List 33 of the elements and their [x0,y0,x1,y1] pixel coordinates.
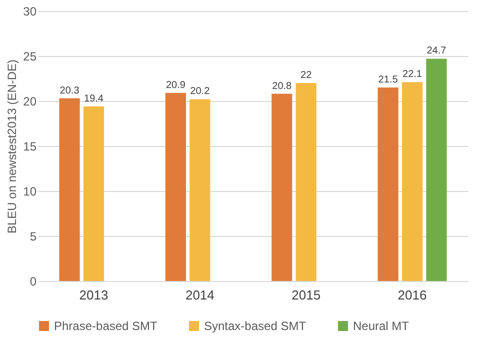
data-label: 20.9 [166,80,186,91]
x-tick-label: 2016 [398,288,427,302]
bar [59,98,80,281]
data-label: 20.8 [272,80,292,92]
y-axis-title: BLEU on newstest2013 (EN-DE) [5,59,20,234]
data-label: 21.5 [378,74,398,86]
legend-label: Syntax-based SMT [204,319,307,333]
y-tick-label: 30 [23,4,37,18]
bar [402,82,423,281]
data-label: 22 [300,70,312,81]
y-tick-label: 20 [23,94,37,108]
data-label: 24.7 [426,46,447,57]
bar [190,99,210,281]
data-label: 19.4 [84,93,104,104]
bar [426,58,447,281]
bar [296,83,316,281]
x-tick-label: 2013 [79,288,108,302]
data-label: 20.2 [190,86,210,98]
legend-label: Phrase-based SMT [54,319,158,333]
data-label: 20.3 [60,85,80,96]
bar [83,106,104,281]
x-tick-label: 2014 [185,288,214,302]
y-tick-label: 5 [30,230,37,244]
bar [378,88,398,281]
y-tick-label: 10 [23,184,37,198]
bar [272,94,292,281]
y-tick-label: 0 [30,274,37,288]
bar [165,92,186,281]
legend-label: Neural MT [353,319,410,333]
x-tick-label: 2015 [292,288,321,302]
data-label: 22.1 [402,69,422,80]
y-tick-label: 15 [23,140,37,154]
y-tick-label: 25 [23,50,37,64]
